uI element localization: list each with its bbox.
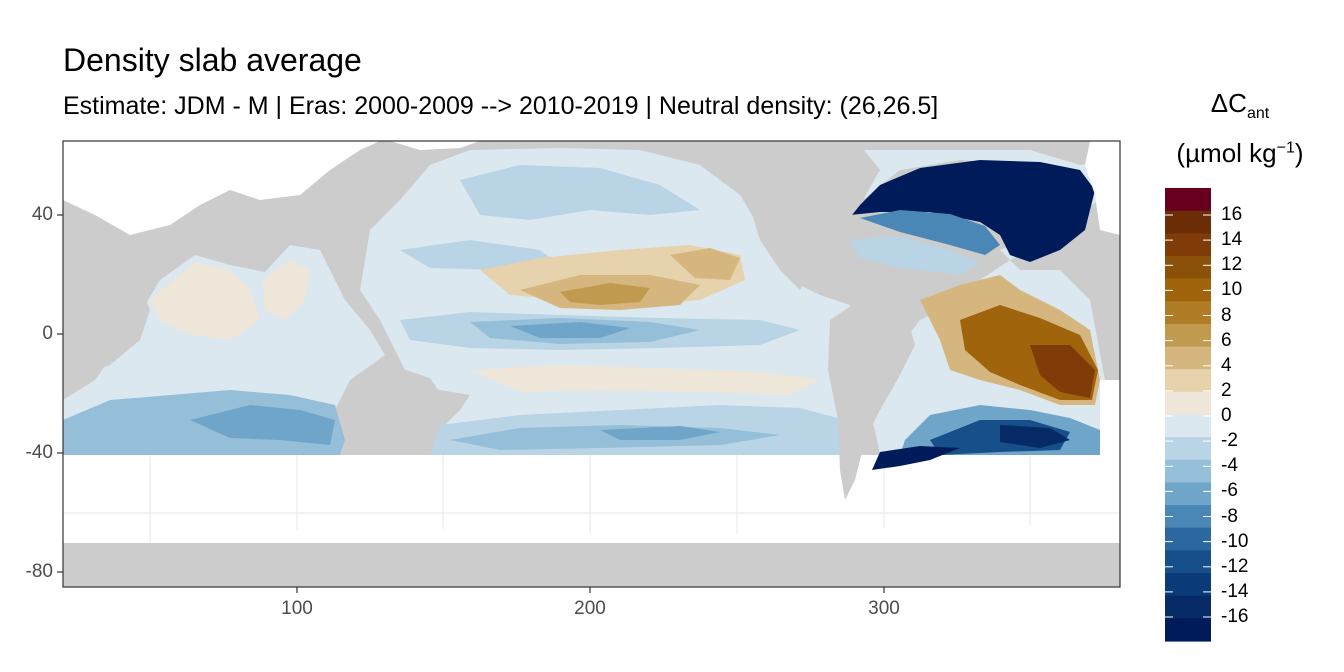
colorbar-swatch (1165, 550, 1211, 574)
north-pacific-blue (460, 165, 700, 220)
legend-unit: (µmol kg−1) (1150, 138, 1330, 169)
colorbar-label: 16 (1221, 204, 1243, 225)
australia (340, 368, 445, 435)
colorbar-swatch (1165, 369, 1211, 393)
colorbar-swatch (1165, 210, 1211, 234)
axis-ticks (57, 214, 885, 593)
colorbar-swatch (1165, 414, 1211, 438)
eastern-pacific-tan (670, 248, 740, 280)
colorbar-label: 12 (1221, 254, 1243, 276)
bay-of-bengal-beige (262, 260, 310, 320)
colorbar-swatch (1165, 301, 1211, 325)
colorbar-swatch (1165, 618, 1211, 642)
colorbar-swatch (1165, 255, 1211, 280)
legend-title-symbol: ΔC (1210, 88, 1247, 118)
colorbar-swatch (1165, 437, 1211, 461)
colorbar-label: -10 (1221, 530, 1249, 552)
colorbar-swatch (1165, 595, 1211, 619)
colorbar-label: 14 (1221, 229, 1243, 251)
legend-unit-suffix: ) (1294, 138, 1304, 168)
colorbar-label: 8 (1221, 304, 1232, 326)
southern-pacific-deep (600, 426, 720, 440)
legend-title: ΔCant (1150, 88, 1330, 123)
panel-border (62, 140, 1121, 588)
colorbar-label: -4 (1221, 455, 1238, 477)
colorbar-label: -16 (1221, 606, 1249, 627)
colorbar-swatch (1165, 346, 1211, 370)
legend-title-sub: ant (1246, 105, 1270, 123)
colorbar-swatch (1165, 482, 1211, 506)
africa (63, 240, 150, 380)
north-atlantic-light-blue (850, 236, 980, 275)
y-tick-label-40: 40 (31, 204, 53, 225)
equatorial-pacific-core (510, 322, 630, 338)
gridlines (63, 455, 1120, 543)
colorbar-label: 4 (1221, 354, 1232, 376)
south-pacific-beige (470, 365, 820, 395)
colorbar (1165, 188, 1211, 642)
colorbar-label: -12 (1221, 555, 1249, 577)
legend-unit-sup: −1 (1276, 139, 1295, 157)
colorbar-label: -14 (1221, 580, 1249, 602)
southern-indian-deep-blue (190, 405, 335, 445)
antarctica (63, 543, 1120, 587)
north-america (740, 145, 880, 290)
arabian-sea-beige (150, 262, 260, 340)
colorbar-swatch (1165, 233, 1211, 257)
south-atlantic-navy (1000, 425, 1070, 448)
colorbar-swatch (1165, 391, 1211, 416)
colorbar-label: 0 (1221, 405, 1232, 426)
missing-patches (63, 141, 1120, 543)
legend-unit-prefix: (µmol kg (1176, 138, 1277, 168)
colorbar-label: 10 (1221, 279, 1243, 301)
colorbar-label: -6 (1221, 480, 1238, 502)
colorbar-swatch (1165, 278, 1211, 302)
colorbar-swatch (1165, 188, 1211, 212)
y-tick-label-minus40: -40 (25, 442, 53, 463)
colorbar-label: -8 (1221, 505, 1238, 527)
colorbar-swatch (1165, 573, 1211, 597)
x-tick-label-300: 300 (868, 598, 900, 619)
colorbar-swatch (1165, 505, 1211, 529)
y-tick-label-0: 0 (42, 323, 53, 344)
subtitle: Estimate: JDM - M | Eras: 2000-2009 --> … (63, 92, 939, 120)
north-pacific-core (560, 283, 650, 305)
north-atlantic-mid-blue (860, 210, 1000, 255)
colorbar-swatch (1165, 323, 1211, 348)
y-tick-label-minus80: -80 (25, 561, 53, 582)
south-atlantic-west-navy (872, 446, 960, 470)
south-atlantic-darkbrown (1030, 345, 1095, 398)
colorbar-swatch (1165, 527, 1211, 551)
colorbar-label: -2 (1221, 430, 1238, 452)
title: Density slab average (63, 42, 362, 78)
colorbar-label: 6 (1221, 329, 1232, 351)
x-tick-label-200: 200 (574, 598, 606, 619)
x-tick-label-100: 100 (281, 598, 313, 619)
south-america (828, 300, 915, 500)
colorbar-label: 2 (1221, 379, 1232, 401)
land (63, 141, 1120, 587)
north-atlantic-deep-blue (850, 160, 1095, 262)
colorbar-swatch (1165, 459, 1211, 484)
